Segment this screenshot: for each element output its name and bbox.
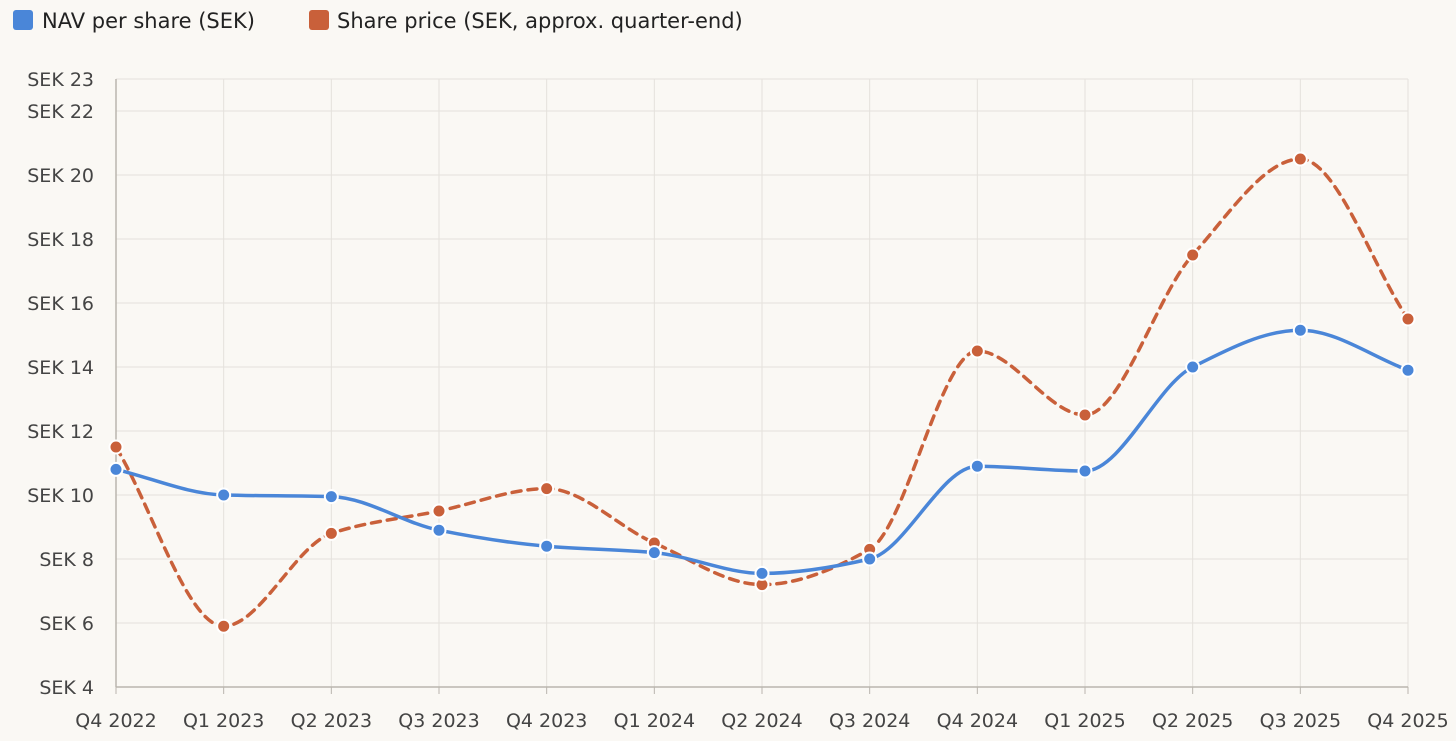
x-tick-label: Q4 2022 (75, 710, 156, 732)
legend: NAV per share (SEK) Share price (SEK, ap… (13, 9, 743, 33)
data-point-nav[interactable] (216, 487, 232, 503)
y-tick-label: SEK 14 (27, 357, 94, 379)
legend-label-share-price: Share price (SEK, approx. quarter-end) (337, 9, 743, 33)
data-point-share-price[interactable] (1292, 151, 1308, 167)
data-point-nav[interactable] (539, 538, 555, 554)
y-tick-label: SEK 6 (39, 613, 94, 635)
data-point-share-price[interactable] (969, 343, 985, 359)
data-point-nav[interactable] (1292, 322, 1308, 338)
data-point-nav[interactable] (646, 545, 662, 561)
x-tick-label: Q3 2023 (398, 710, 479, 732)
x-tick-label: Q1 2025 (1044, 710, 1125, 732)
legend-label-nav: NAV per share (SEK) (42, 9, 255, 33)
data-point-share-price[interactable] (108, 439, 124, 455)
y-tick-label: SEK 20 (27, 165, 94, 187)
x-tick-label: Q3 2025 (1260, 710, 1341, 732)
data-point-share-price[interactable] (1077, 407, 1093, 423)
series-line-share-price (114, 157, 1410, 628)
data-point-share-price[interactable] (431, 503, 447, 519)
y-tick-label: SEK 4 (39, 677, 94, 699)
x-tick-label: Q4 2024 (937, 710, 1018, 732)
data-point-nav[interactable] (754, 565, 770, 581)
data-point-share-price[interactable] (539, 481, 555, 497)
axes: SEK 4 SEK 6 SEK 8 SEK 10 SEK 12 SEK 14 SEK 16 S… (27, 69, 1448, 732)
y-tick-label: SEK 18 (27, 229, 94, 251)
x-tick-label: Q4 2023 (506, 710, 587, 732)
legend-swatch-share-price (309, 10, 329, 30)
data-point-nav[interactable] (323, 489, 339, 505)
x-tick-label: Q2 2025 (1152, 710, 1233, 732)
y-tick-label: SEK 16 (27, 293, 94, 315)
data-point-nav[interactable] (431, 522, 447, 538)
x-tick-label: Q1 2023 (183, 710, 264, 732)
data-point-nav[interactable] (1185, 359, 1201, 375)
data-point-nav[interactable] (862, 551, 878, 567)
grid (115, 78, 1409, 688)
x-tick-label: Q3 2024 (829, 710, 910, 732)
y-tick-label: SEK 12 (27, 421, 94, 443)
x-tick-label: Q4 2025 (1367, 710, 1448, 732)
data-point-share-price[interactable] (323, 525, 339, 541)
series-layer (108, 151, 1416, 634)
legend-swatch-nav (13, 10, 33, 30)
data-point-nav[interactable] (1077, 463, 1093, 479)
x-tick-label: Q2 2024 (721, 710, 802, 732)
y-tick-label: SEK 22 (27, 101, 94, 123)
data-point-share-price[interactable] (1400, 311, 1416, 327)
y-tick-label: SEK 23 (27, 69, 94, 91)
y-tick-label: SEK 8 (39, 549, 94, 571)
data-point-nav[interactable] (108, 461, 124, 477)
data-point-nav[interactable] (969, 458, 985, 474)
y-tick-label: SEK 10 (27, 485, 94, 507)
x-tick-label: Q2 2023 (291, 710, 372, 732)
data-point-share-price[interactable] (216, 618, 232, 634)
data-point-share-price[interactable] (1185, 247, 1201, 263)
x-tick-label: Q1 2024 (614, 710, 695, 732)
data-point-nav[interactable] (1400, 362, 1416, 378)
